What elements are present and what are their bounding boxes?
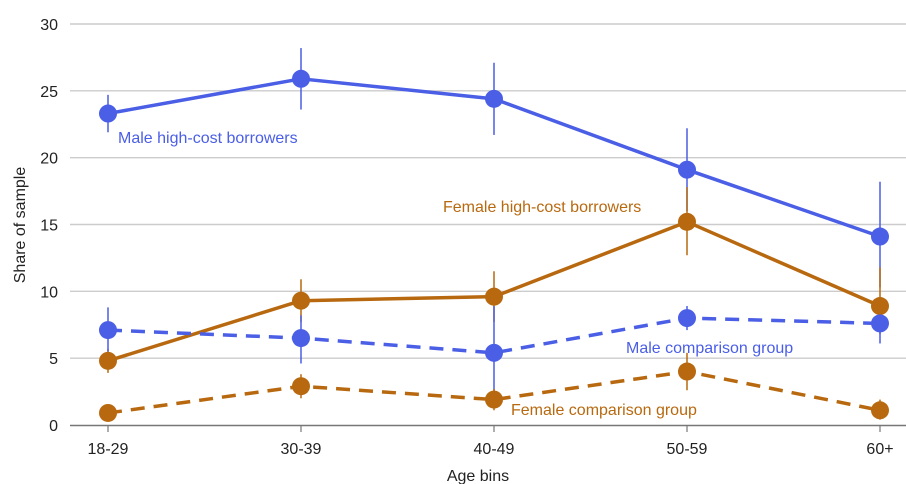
data-point-male-high-cost-borrowers bbox=[292, 69, 310, 88]
data-point-male-comparison-group bbox=[678, 309, 696, 328]
data-point-female-high-cost-borrowers bbox=[678, 212, 696, 231]
data-point-female-high-cost-borrowers bbox=[99, 351, 117, 370]
x-tick-label: 30-39 bbox=[281, 441, 322, 458]
series-label-female-comparison: Female comparison group bbox=[511, 402, 697, 419]
x-tick-label: 40-49 bbox=[474, 441, 515, 458]
data-point-female-high-cost-borrowers bbox=[871, 297, 889, 316]
data-point-male-comparison-group bbox=[485, 343, 503, 362]
series-label-male-high-cost: Male high-cost borrowers bbox=[118, 130, 298, 147]
series-line-female-comparison-group bbox=[107, 369, 881, 415]
data-point-male-high-cost-borrowers bbox=[485, 89, 503, 108]
y-tick-label: 30 bbox=[40, 17, 58, 34]
data-point-male-comparison-group bbox=[99, 321, 117, 340]
y-axis-ticks: 0 5 10 15 20 25 30 bbox=[40, 17, 58, 435]
y-axis-title: Share of sample bbox=[12, 167, 29, 284]
x-axis-title: Age bins bbox=[447, 468, 509, 484]
data-point-male-comparison-group bbox=[871, 314, 889, 333]
gridlines bbox=[70, 23, 906, 359]
series-label-female-high-cost: Female high-cost borrowers bbox=[443, 199, 641, 216]
data-point-male-high-cost-borrowers bbox=[99, 104, 117, 123]
y-tick-label: 15 bbox=[40, 218, 58, 235]
x-tick-label: 60+ bbox=[866, 441, 893, 458]
series-label-male-comparison: Male comparison group bbox=[626, 340, 793, 357]
data-point-male-high-cost-borrowers bbox=[871, 227, 889, 246]
data-point-female-comparison-group bbox=[678, 362, 696, 381]
data-point-female-comparison-group bbox=[292, 377, 310, 396]
data-point-female-comparison-group bbox=[871, 401, 889, 420]
y-tick-label: 0 bbox=[49, 418, 58, 435]
series-line-male-comparison-group bbox=[107, 316, 881, 355]
data-point-female-comparison-group bbox=[99, 403, 117, 422]
data-points bbox=[99, 69, 889, 422]
y-tick-label: 25 bbox=[40, 84, 58, 101]
data-point-female-high-cost-borrowers bbox=[485, 287, 503, 306]
data-point-female-high-cost-borrowers bbox=[292, 291, 310, 310]
data-point-male-comparison-group bbox=[292, 329, 310, 348]
data-point-female-comparison-group bbox=[485, 390, 503, 409]
x-tick-label: 50-59 bbox=[667, 441, 708, 458]
data-point-male-high-cost-borrowers bbox=[678, 160, 696, 179]
y-tick-label: 20 bbox=[40, 151, 58, 168]
series-labels: Male high-cost borrowers Female high-cos… bbox=[118, 130, 793, 419]
y-tick-label: 10 bbox=[40, 284, 58, 301]
x-axis-ticks: 18-29 30-39 40-49 50-59 60+ bbox=[88, 425, 894, 458]
x-tick-label: 18-29 bbox=[88, 441, 129, 458]
y-tick-label: 5 bbox=[49, 351, 58, 368]
